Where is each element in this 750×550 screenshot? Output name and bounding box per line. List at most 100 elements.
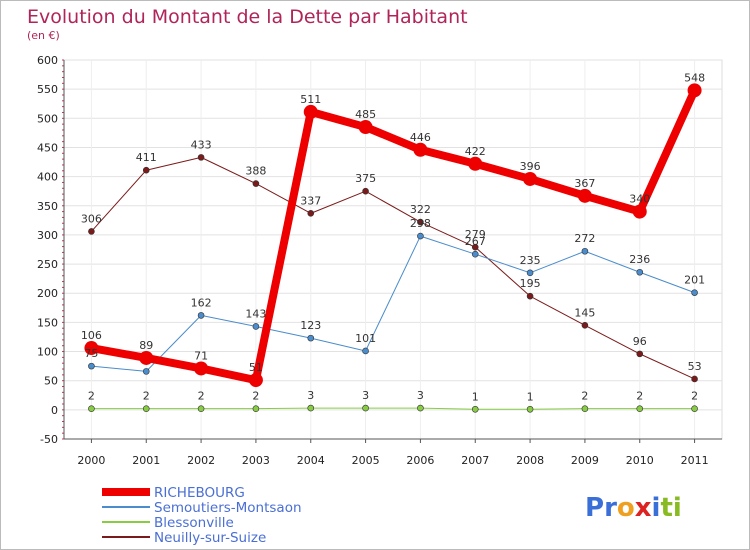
logo-letter: i — [652, 493, 661, 523]
data-point — [84, 341, 99, 356]
logo-letter: x — [635, 493, 652, 523]
data-point — [417, 232, 424, 240]
data-point — [636, 268, 644, 276]
x-tick-label: 2007 — [461, 454, 489, 467]
data-label: 433 — [191, 138, 212, 151]
data-label: 195 — [520, 277, 541, 290]
series-group — [84, 83, 702, 413]
series-line — [91, 235, 695, 372]
data-label: 322 — [410, 203, 431, 216]
data-point — [142, 166, 150, 174]
data-point — [636, 350, 644, 358]
y-tick-label: -50 — [40, 433, 58, 446]
data-label: 272 — [574, 232, 595, 245]
data-label: 298 — [410, 217, 431, 230]
data-point — [581, 247, 589, 255]
data-label: 1 — [472, 390, 479, 403]
data-point — [358, 120, 373, 135]
data-label: 2 — [636, 390, 643, 403]
data-label: 422 — [465, 145, 486, 158]
data-label: 3 — [362, 389, 369, 402]
series-line — [91, 156, 695, 380]
y-tick-label: 250 — [37, 258, 58, 271]
data-label: 279 — [465, 228, 486, 241]
proxiti-logo: Proxiti — [585, 493, 682, 523]
data-point — [581, 405, 589, 412]
y-tick-label: 350 — [37, 200, 58, 213]
data-point — [252, 180, 260, 187]
data-label: 143 — [245, 307, 266, 320]
data-label: 267 — [465, 235, 486, 248]
data-point — [88, 228, 95, 235]
y-tick-label: 50 — [44, 375, 58, 388]
data-label: 96 — [633, 335, 647, 348]
data-label: 446 — [410, 131, 431, 144]
data-point — [303, 104, 318, 119]
legend: RICHEBOURGSemoutiers-MontsaonBlessonvill… — [102, 485, 302, 546]
data-point — [88, 362, 95, 370]
data-point — [362, 187, 369, 195]
x-tick-label: 2006 — [406, 454, 434, 467]
data-point — [252, 323, 260, 330]
data-label: 375 — [355, 172, 376, 185]
y-tick-label: 0 — [51, 404, 58, 417]
data-label: 145 — [574, 306, 595, 319]
chart-title: Evolution du Montant de la Dette par Hab… — [27, 6, 468, 28]
data-point — [471, 405, 479, 413]
data-label: 1 — [527, 390, 534, 403]
x-tick-label: 2003 — [242, 454, 270, 467]
data-label: 89 — [139, 339, 153, 352]
data-point — [142, 405, 150, 412]
data-label: 2 — [252, 390, 259, 403]
chart-subtitle: (en €) — [27, 29, 60, 42]
data-label: 106 — [81, 329, 102, 342]
y-tick-label: 150 — [37, 316, 58, 329]
x-tick-label: 2002 — [187, 454, 215, 467]
legend-entry: Neuilly-sur-Suize — [154, 530, 266, 546]
legend-entry: Semoutiers-Montsaon — [154, 500, 302, 516]
data-label: 123 — [300, 319, 321, 332]
data-label: 511 — [300, 93, 321, 106]
series-line — [91, 407, 695, 410]
data-label: 2 — [581, 390, 588, 403]
y-tick-label: 500 — [37, 112, 58, 125]
data-label: 71 — [194, 349, 208, 362]
data-label: 388 — [245, 165, 266, 178]
data-point — [581, 321, 589, 329]
data-label: 2 — [198, 390, 205, 403]
data-label: 2 — [88, 390, 95, 403]
data-point — [413, 142, 428, 157]
plot-background — [63, 59, 723, 440]
data-labels: 3064114333883373753222791951459653751621… — [81, 71, 705, 403]
logo-letter: o — [617, 493, 635, 523]
data-point — [88, 405, 95, 412]
legend-entry: Blessonville — [154, 515, 234, 531]
y-tick-label: 400 — [37, 171, 58, 184]
data-point — [307, 404, 315, 412]
y-axis: -50 0 50 100 150 200 250 300 350 400 450 500 550 600 — [37, 54, 65, 446]
data-point — [526, 405, 534, 413]
logo-letter: r — [604, 493, 617, 523]
data-label: 3 — [307, 389, 314, 402]
data-label: 340 — [629, 193, 650, 206]
plot-area — [63, 59, 723, 440]
y-tick-label: 600 — [37, 54, 58, 67]
data-point — [526, 269, 534, 277]
data-label: 306 — [81, 212, 102, 225]
data-point — [526, 292, 534, 300]
y-tick-label: 100 — [37, 346, 58, 359]
data-point — [471, 250, 479, 258]
x-tick-label: 2004 — [297, 454, 325, 467]
data-label: 236 — [629, 253, 650, 266]
data-point — [691, 289, 698, 296]
data-label: 3 — [417, 389, 424, 402]
data-label: 51 — [249, 361, 263, 374]
data-point — [417, 404, 424, 412]
data-point — [523, 171, 538, 186]
data-point — [197, 312, 205, 319]
legend-entry: RICHEBOURG — [154, 485, 245, 501]
data-point — [362, 347, 369, 355]
data-label: 337 — [300, 194, 321, 207]
data-point — [142, 368, 150, 375]
